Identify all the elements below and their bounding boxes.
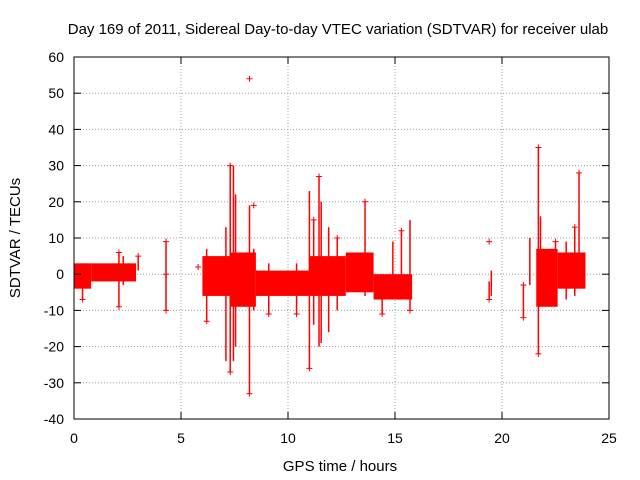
y-tick-label: 30: [48, 158, 64, 174]
data-point: [520, 282, 527, 289]
data-band: [536, 248, 558, 307]
data-point: [316, 173, 323, 180]
x-tick-label: 0: [70, 430, 78, 446]
x-tick-label: 10: [280, 430, 296, 446]
axis-ticks: 0 5 10 15 20 25 -40 -30 -20 -10 0 10 20 30 40 50 60: [44, 49, 617, 446]
data-band: [557, 252, 586, 289]
data-band: [255, 270, 310, 296]
data-point: [293, 311, 300, 318]
data-point: [398, 227, 405, 234]
data-point: [265, 311, 272, 318]
data-point: [79, 296, 86, 303]
y-axis-label: SDTVAR / TECUs: [7, 178, 24, 298]
data-point: [520, 314, 527, 321]
data-point: [486, 296, 493, 303]
data-point: [486, 238, 493, 245]
x-tick-label: 20: [494, 430, 510, 446]
data-point: [195, 263, 202, 270]
data-point: [535, 350, 542, 357]
y-tick-label: -40: [44, 411, 64, 427]
data-point: [115, 249, 122, 256]
data-point: [163, 307, 170, 314]
data-point: [379, 311, 386, 318]
data-point: [535, 144, 542, 151]
y-tick-label: -20: [44, 339, 64, 355]
y-tick-label: 10: [48, 230, 64, 246]
data-point: [306, 365, 313, 372]
data-band: [230, 252, 256, 307]
y-tick-label: 60: [48, 49, 64, 65]
data-band: [345, 252, 374, 293]
x-axis-label: GPS time / hours: [283, 458, 397, 475]
data-layer: [74, 75, 586, 397]
data-point: [163, 238, 170, 245]
data-point: [576, 169, 583, 176]
chart-title: Day 169 of 2011, Sidereal Day-to-day VTE…: [68, 21, 609, 38]
data-point: [310, 216, 317, 223]
data-point: [250, 202, 257, 209]
x-tick-label: 5: [177, 430, 185, 446]
data-point: [115, 303, 122, 310]
data-point: [227, 368, 234, 375]
y-tick-label: 0: [56, 266, 64, 282]
data-point: [203, 318, 210, 325]
data-point: [246, 390, 253, 397]
data-band: [309, 256, 346, 296]
data-point: [362, 198, 369, 205]
data-point: [406, 307, 413, 314]
y-tick-label: 50: [48, 85, 64, 101]
data-point: [571, 224, 578, 231]
data-band: [91, 263, 137, 282]
data-point: [246, 75, 253, 82]
y-tick-label: -10: [44, 302, 64, 318]
y-tick-label: 20: [48, 194, 64, 210]
x-tick-label: 25: [601, 430, 617, 446]
x-tick-label: 15: [387, 430, 403, 446]
y-tick-label: 40: [48, 121, 64, 137]
y-tick-label: -30: [44, 375, 64, 391]
data-point: [334, 235, 341, 241]
data-point: [163, 271, 170, 278]
data-point: [227, 162, 234, 169]
data-point: [135, 253, 142, 260]
data-point: [552, 238, 559, 245]
